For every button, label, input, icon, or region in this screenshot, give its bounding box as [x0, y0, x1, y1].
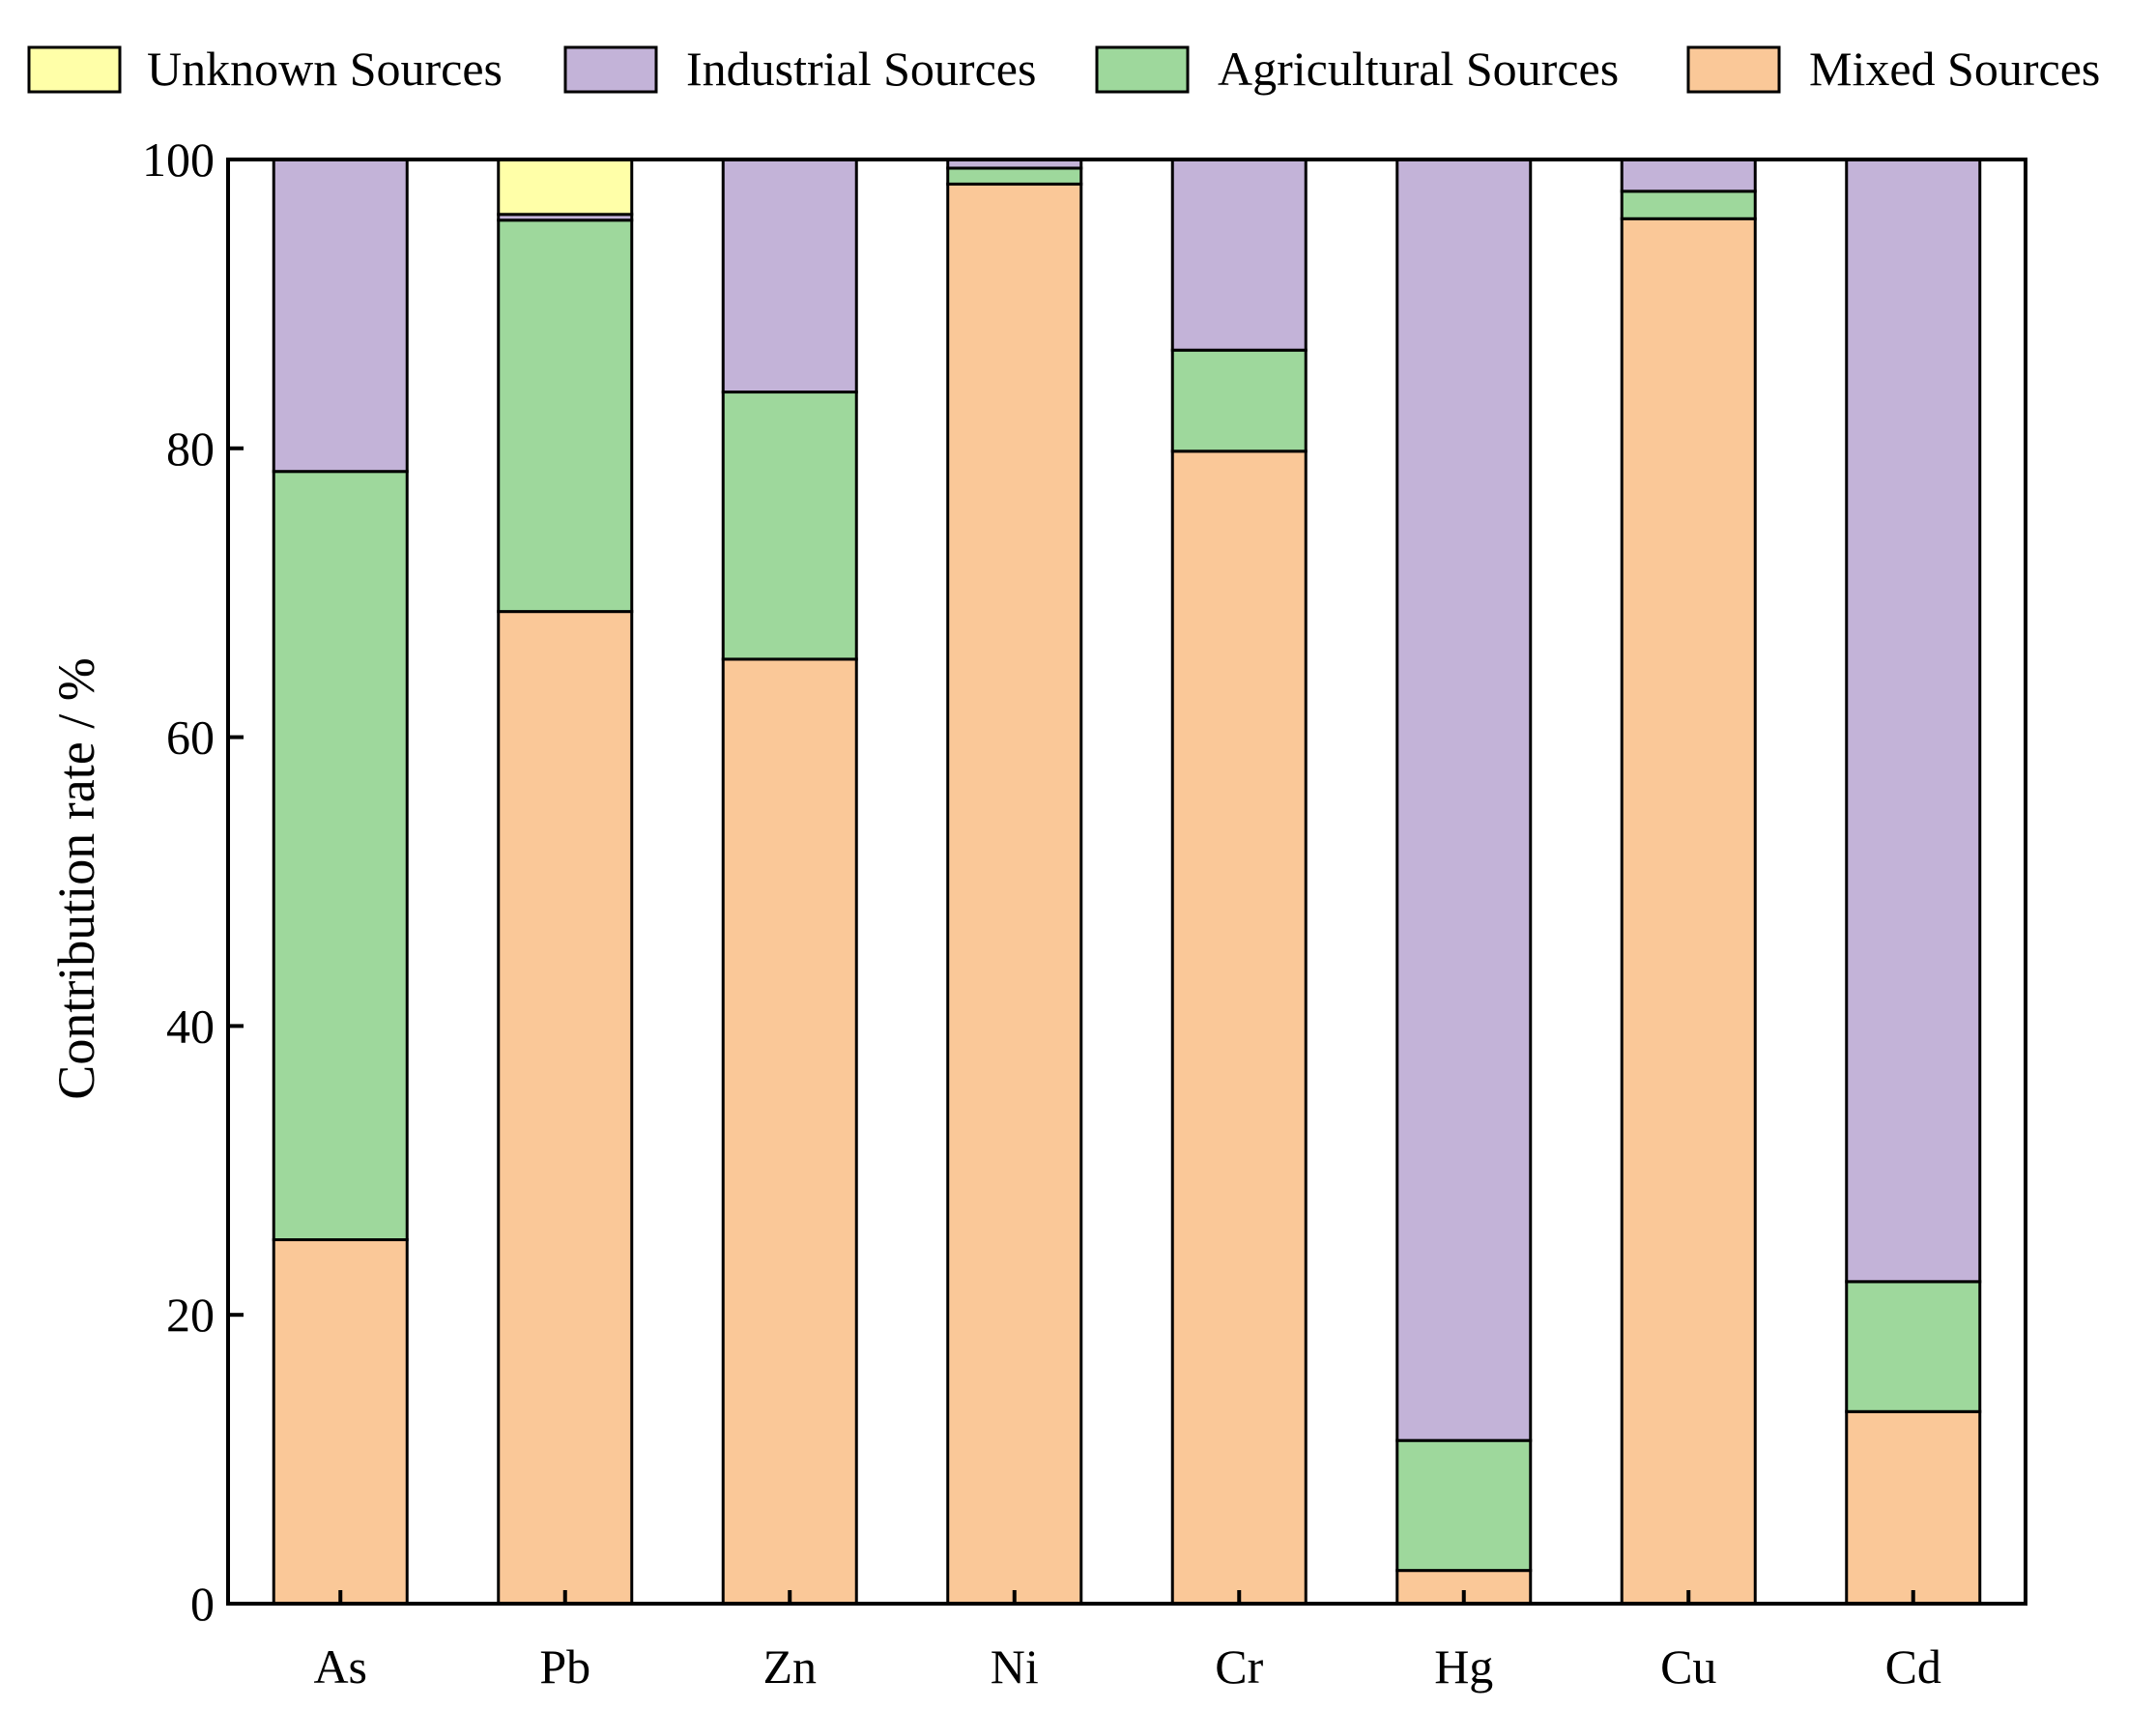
x-tick-label-pb: Pb	[539, 1639, 590, 1694]
y-tick-label: 0	[190, 1577, 215, 1631]
legend-swatch-unknown-sources	[27, 45, 122, 94]
bar-as-mixed-sources	[272, 1238, 409, 1606]
bar-ni-mixed-sources	[946, 182, 1083, 1606]
bar-zn-industrial-sources	[721, 158, 858, 394]
legend-swatch-industrial-sources	[563, 45, 658, 94]
bar-as-industrial-sources	[272, 158, 409, 474]
bar-cu-mixed-sources	[1620, 217, 1757, 1606]
y-tick-label: 100	[142, 132, 215, 187]
x-tick-label-cu: Cu	[1660, 1639, 1716, 1694]
bar-as-agricultural-sources	[272, 470, 409, 1242]
bar-cd-agricultural-sources	[1845, 1280, 1982, 1413]
bar-cd-industrial-sources	[1845, 158, 1982, 1284]
bar-cu-industrial-sources	[1620, 158, 1757, 193]
legend-label-industrial-sources: Industrial Sources	[686, 42, 1036, 96]
x-tick-label-as: As	[313, 1639, 367, 1694]
bar-pb-unknown-sources	[497, 158, 634, 217]
y-tick-label: 20	[166, 1288, 215, 1342]
bar-hg-agricultural-sources	[1395, 1438, 1533, 1573]
legend-label-agricultural-sources: Agricultural Sources	[1218, 42, 1619, 96]
bar-pb-agricultural-sources	[497, 218, 634, 614]
bar-cd-mixed-sources	[1845, 1409, 1982, 1606]
bar-zn-agricultural-sources	[721, 391, 858, 661]
legend-label-unknown-sources: Unknown Sources	[147, 42, 503, 96]
bar-cr-mixed-sources	[1170, 449, 1308, 1606]
bar-hg-industrial-sources	[1395, 158, 1533, 1442]
bars	[272, 158, 1982, 1606]
x-tick-label-cd: Cd	[1885, 1639, 1941, 1694]
bar-cr-agricultural-sources	[1170, 348, 1308, 453]
legend-swatch-mixed-sources	[1686, 45, 1781, 94]
bar-cr-industrial-sources	[1170, 158, 1308, 352]
axes: 0 20 40 60 80 100 As Pb Zn Ni Cr Hg Cu Cd	[142, 132, 2027, 1694]
legend: Unknown Sources Industrial Sources Agricul…	[27, 42, 2100, 96]
y-tick-label: 60	[166, 710, 215, 765]
bar-pb-mixed-sources	[497, 610, 634, 1606]
plot-frame	[226, 158, 2027, 1606]
x-tick-label-zn: Zn	[762, 1639, 817, 1694]
legend-label-mixed-sources: Mixed Sources	[1809, 42, 2100, 96]
y-tick-label: 80	[166, 421, 215, 476]
x-tick-label-ni: Ni	[991, 1639, 1039, 1694]
y-tick-label: 40	[166, 999, 215, 1053]
bar-ni-agricultural-sources	[946, 166, 1083, 186]
x-tick-label-hg: Hg	[1434, 1639, 1493, 1694]
y-axis-label: Contribution rate / %	[47, 657, 105, 1099]
legend-swatch-agricultural-sources	[1095, 45, 1190, 94]
bar-cu-agricultural-sources	[1620, 189, 1757, 220]
bar-zn-mixed-sources	[721, 657, 858, 1606]
x-tick-label-cr: Cr	[1215, 1639, 1263, 1694]
